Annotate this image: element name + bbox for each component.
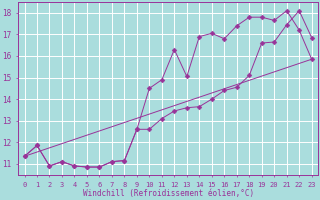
X-axis label: Windchill (Refroidissement éolien,°C): Windchill (Refroidissement éolien,°C)	[83, 189, 254, 198]
